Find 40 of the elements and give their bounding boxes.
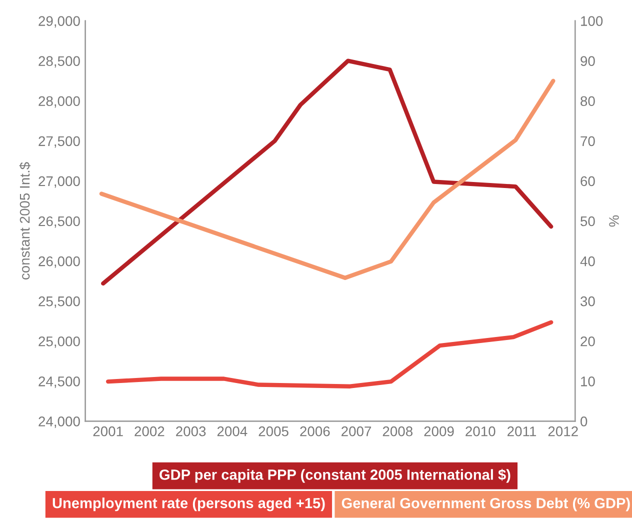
y2-tick-label: 50 <box>580 216 595 226</box>
y-tick-label: 28,500 <box>38 56 80 68</box>
y-tick-label: 28,000 <box>38 96 80 108</box>
x-tick-label: 2003 <box>176 426 206 436</box>
y-tick-label: 24,500 <box>38 376 80 388</box>
text: GDP per capita PPP (constant 2005 International $) <box>160 468 510 483</box>
x-tick-label: 2002 <box>134 426 164 436</box>
y2-axis-title: % <box>609 215 619 227</box>
y-tick-label: 25,000 <box>38 336 80 348</box>
y-axis-title: constant 2005 Int.$ <box>19 162 31 280</box>
y-tick-label: 24,000 <box>38 416 80 428</box>
y2-tick-label: 70 <box>580 136 595 146</box>
y2-tick-label: 100 <box>581 16 603 26</box>
line-series <box>106 320 554 388</box>
x-tick-label: 2005 <box>258 426 288 436</box>
y-tick-label: 27,500 <box>38 136 80 148</box>
y2-tick-label: 0 <box>580 416 588 426</box>
y-tick-label: 27,000 <box>38 176 80 188</box>
x-tick-label: 2006 <box>300 426 330 436</box>
y2-tick-label: 20 <box>580 336 595 346</box>
x-tick-label: 2009 <box>424 426 454 436</box>
x-tick-label: 2008 <box>382 426 412 436</box>
x-tick-label: 2001 <box>93 426 123 436</box>
y-tick-label: 29,000 <box>38 16 80 28</box>
x-tick-label: 2010 <box>466 426 496 436</box>
y2-tick-label: 30 <box>580 296 595 306</box>
text: Unemployment rate (persons aged +15) <box>52 498 325 512</box>
y-tick-label: 26,500 <box>38 216 80 228</box>
y2-tick-label: 40 <box>580 256 595 266</box>
y2-tick-label: 10 <box>581 376 595 386</box>
x-tick-label: 2012 <box>548 426 578 436</box>
y2-tick-label: 60 <box>580 176 595 186</box>
x-tick-label: 2007 <box>342 426 372 436</box>
y2-tick-label: 80 <box>580 96 595 106</box>
x-tick-label: 2004 <box>217 426 248 436</box>
y-tick-label: 26,000 <box>38 256 80 268</box>
y-tick-label: 25,500 <box>38 296 80 308</box>
x-tick-label: 2011 <box>508 426 536 436</box>
y2-tick-label: 90 <box>580 56 595 66</box>
text: General Government Gross Debt (% GDP) <box>342 498 630 512</box>
